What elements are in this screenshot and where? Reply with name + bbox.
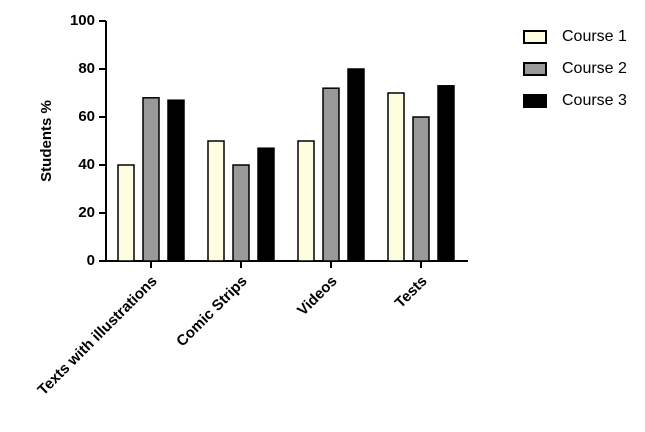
bar [297,140,315,262]
y-axis-label: Students % [38,100,55,182]
legend-label: Course 3 [562,92,627,109]
x-tick-label: Texts with illustrations [34,273,160,399]
x-tick-label: Comic Strips [173,273,250,350]
y-tick-label: 40 [78,156,95,173]
x-tick-label: Videos [294,273,341,320]
legend-label: Course 2 [562,60,627,77]
legend-label: Course 1 [562,28,627,45]
legend-swatch [523,94,547,108]
bar [117,164,135,262]
bar [167,99,185,262]
y-tick-label: 100 [70,12,95,29]
bar [142,97,160,262]
y-tick-label: 0 [87,252,95,269]
bar [412,116,430,262]
bar [207,140,225,262]
y-tick-label: 20 [78,204,95,221]
bar [437,85,455,262]
x-tick-label: Tests [392,273,431,312]
bar [387,92,405,262]
bar [322,87,340,262]
bar [257,147,275,262]
legend-swatch [523,62,547,76]
bar [347,68,365,262]
legend-swatch [523,30,547,44]
y-tick-label: 80 [78,60,95,77]
bar [232,164,250,262]
y-tick-label: 60 [78,108,95,125]
